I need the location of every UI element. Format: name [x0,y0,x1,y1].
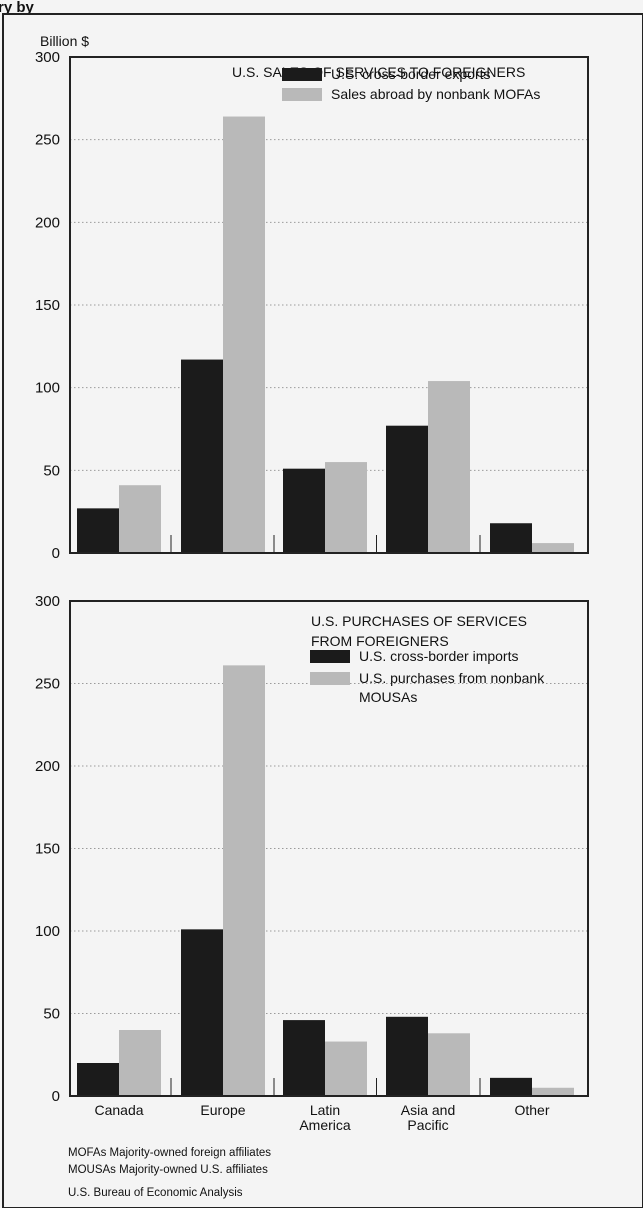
bar [386,425,428,553]
y-tick-label: 200 [35,758,60,775]
source-note: U.S. Bureau of Economic Analysis [68,1187,243,1199]
y-tick-label: 0 [52,545,60,562]
bar [428,381,470,553]
y-tick-label: 50 [43,462,60,479]
x-category-label: Asia and [401,1102,455,1118]
y-tick-label: 150 [35,841,60,858]
y-tick-label: 0 [52,1088,60,1105]
chart-2: 0 50 100 150 200 250 300 U.S. PURCHASES OF SERV… [35,593,589,1133]
legend-swatch [282,88,322,101]
x-category-label: Canada [94,1102,143,1118]
note-mofa: MOFAs Majority-owned foreign affiliates [68,1147,271,1159]
bar [490,1077,532,1096]
x-category-label: Latin [310,1102,340,1118]
bar [428,1033,470,1096]
outer-frame [2,13,643,1208]
legend-label: U.S. purchases from nonbank [359,670,545,686]
y-axis-label: Billion $ [40,33,89,49]
bar [119,1030,161,1096]
bar [223,116,265,554]
header-fragment: ry by [0,0,35,16]
bar [532,543,574,553]
y-tick-label: 250 [35,676,60,693]
legend-swatch [310,650,350,663]
y-tick-label: 250 [35,132,60,149]
bar [283,1020,325,1096]
bar [77,1063,119,1096]
bar [283,468,325,553]
y-tick-label: 150 [35,297,60,314]
y-tick-label: 50 [43,1006,60,1023]
y-tick-label: 100 [35,923,60,940]
legend-label: U.S. cross-border exports [331,66,491,82]
bar [223,665,265,1096]
x-category-label: America [299,1117,351,1133]
y-tick-label: 300 [35,593,60,610]
bar [325,462,367,553]
x-category-label: Europe [200,1102,245,1118]
y-tick-label: 200 [35,214,60,231]
bar [181,929,223,1096]
bar [119,485,161,553]
bar [386,1016,428,1096]
bar [77,508,119,553]
legend-label: U.S. cross-border imports [359,648,518,664]
note-mousa: MOUSAs Majority-owned U.S. affiliates [68,1164,268,1176]
y-tick-label: 300 [35,49,60,66]
legend-swatch [282,68,322,81]
bar [532,1087,574,1096]
legend-label: Sales abroad by nonbank MOFAs [331,86,540,102]
legend-swatch [310,672,350,685]
plot-frame [69,56,589,554]
bar [325,1041,367,1096]
bar [490,523,532,553]
chart-title: U.S. PURCHASES OF SERVICES [311,613,527,629]
legend-label: MOUSAs [359,689,417,705]
x-category-label: Other [514,1102,549,1118]
chart-title: FROM FOREIGNERS [311,633,449,649]
bar [181,359,223,553]
x-category-label: Pacific [407,1117,448,1133]
y-tick-label: 100 [35,380,60,397]
plot-frame [69,600,589,1097]
